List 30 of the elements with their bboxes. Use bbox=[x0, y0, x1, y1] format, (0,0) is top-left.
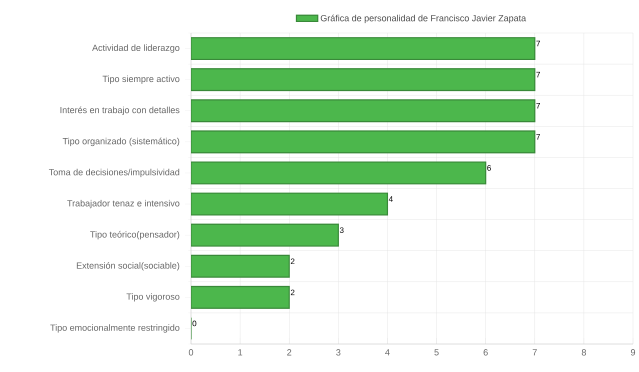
x-tick-label: 9 bbox=[630, 349, 636, 356]
bar bbox=[191, 130, 536, 154]
x-tick-label: 3 bbox=[336, 349, 340, 356]
bar bbox=[191, 192, 388, 216]
bar bbox=[191, 224, 339, 247]
x-tick-label: 6 bbox=[484, 349, 488, 356]
legend-label: Gráfica de personalidad de Francisco Javier Zapata bbox=[320, 14, 526, 24]
y-tick-label: Tipo siempre activo bbox=[102, 75, 180, 84]
x-tick-label: 4 bbox=[385, 349, 390, 356]
x-tick-label: 5 bbox=[434, 349, 439, 356]
bar bbox=[191, 254, 290, 278]
x-tick-label: 2 bbox=[287, 349, 292, 356]
bar bbox=[191, 99, 536, 122]
y-tick-label: Tipo emocionalmente restringido bbox=[50, 324, 180, 333]
y-tick-label: Extensión social(sociable) bbox=[76, 262, 180, 270]
x-tick-label: 8 bbox=[582, 349, 586, 356]
x-tick-label: 1 bbox=[238, 349, 242, 356]
y-tick-label: Interés en trabajo con detalles bbox=[60, 106, 180, 115]
y-tick-label: Tipo organizado (sistemático) bbox=[62, 138, 180, 146]
bar bbox=[191, 286, 290, 309]
bar bbox=[191, 161, 486, 184]
y-tick-label: Tipo vigoroso bbox=[126, 293, 180, 302]
y-tick-label: Actividad de liderazgo bbox=[92, 44, 180, 53]
y-tick-label: Trabajador tenaz e intensivo bbox=[67, 200, 180, 208]
bar bbox=[191, 68, 536, 92]
y-tick-label: Toma de decisiones/impulsividad bbox=[48, 168, 180, 178]
x-tick-label: 7 bbox=[532, 349, 537, 356]
y-tick-label: Tipo teórico(pensador) bbox=[90, 230, 180, 240]
bar bbox=[191, 37, 536, 60]
x-tick-label: 0 bbox=[188, 349, 194, 356]
